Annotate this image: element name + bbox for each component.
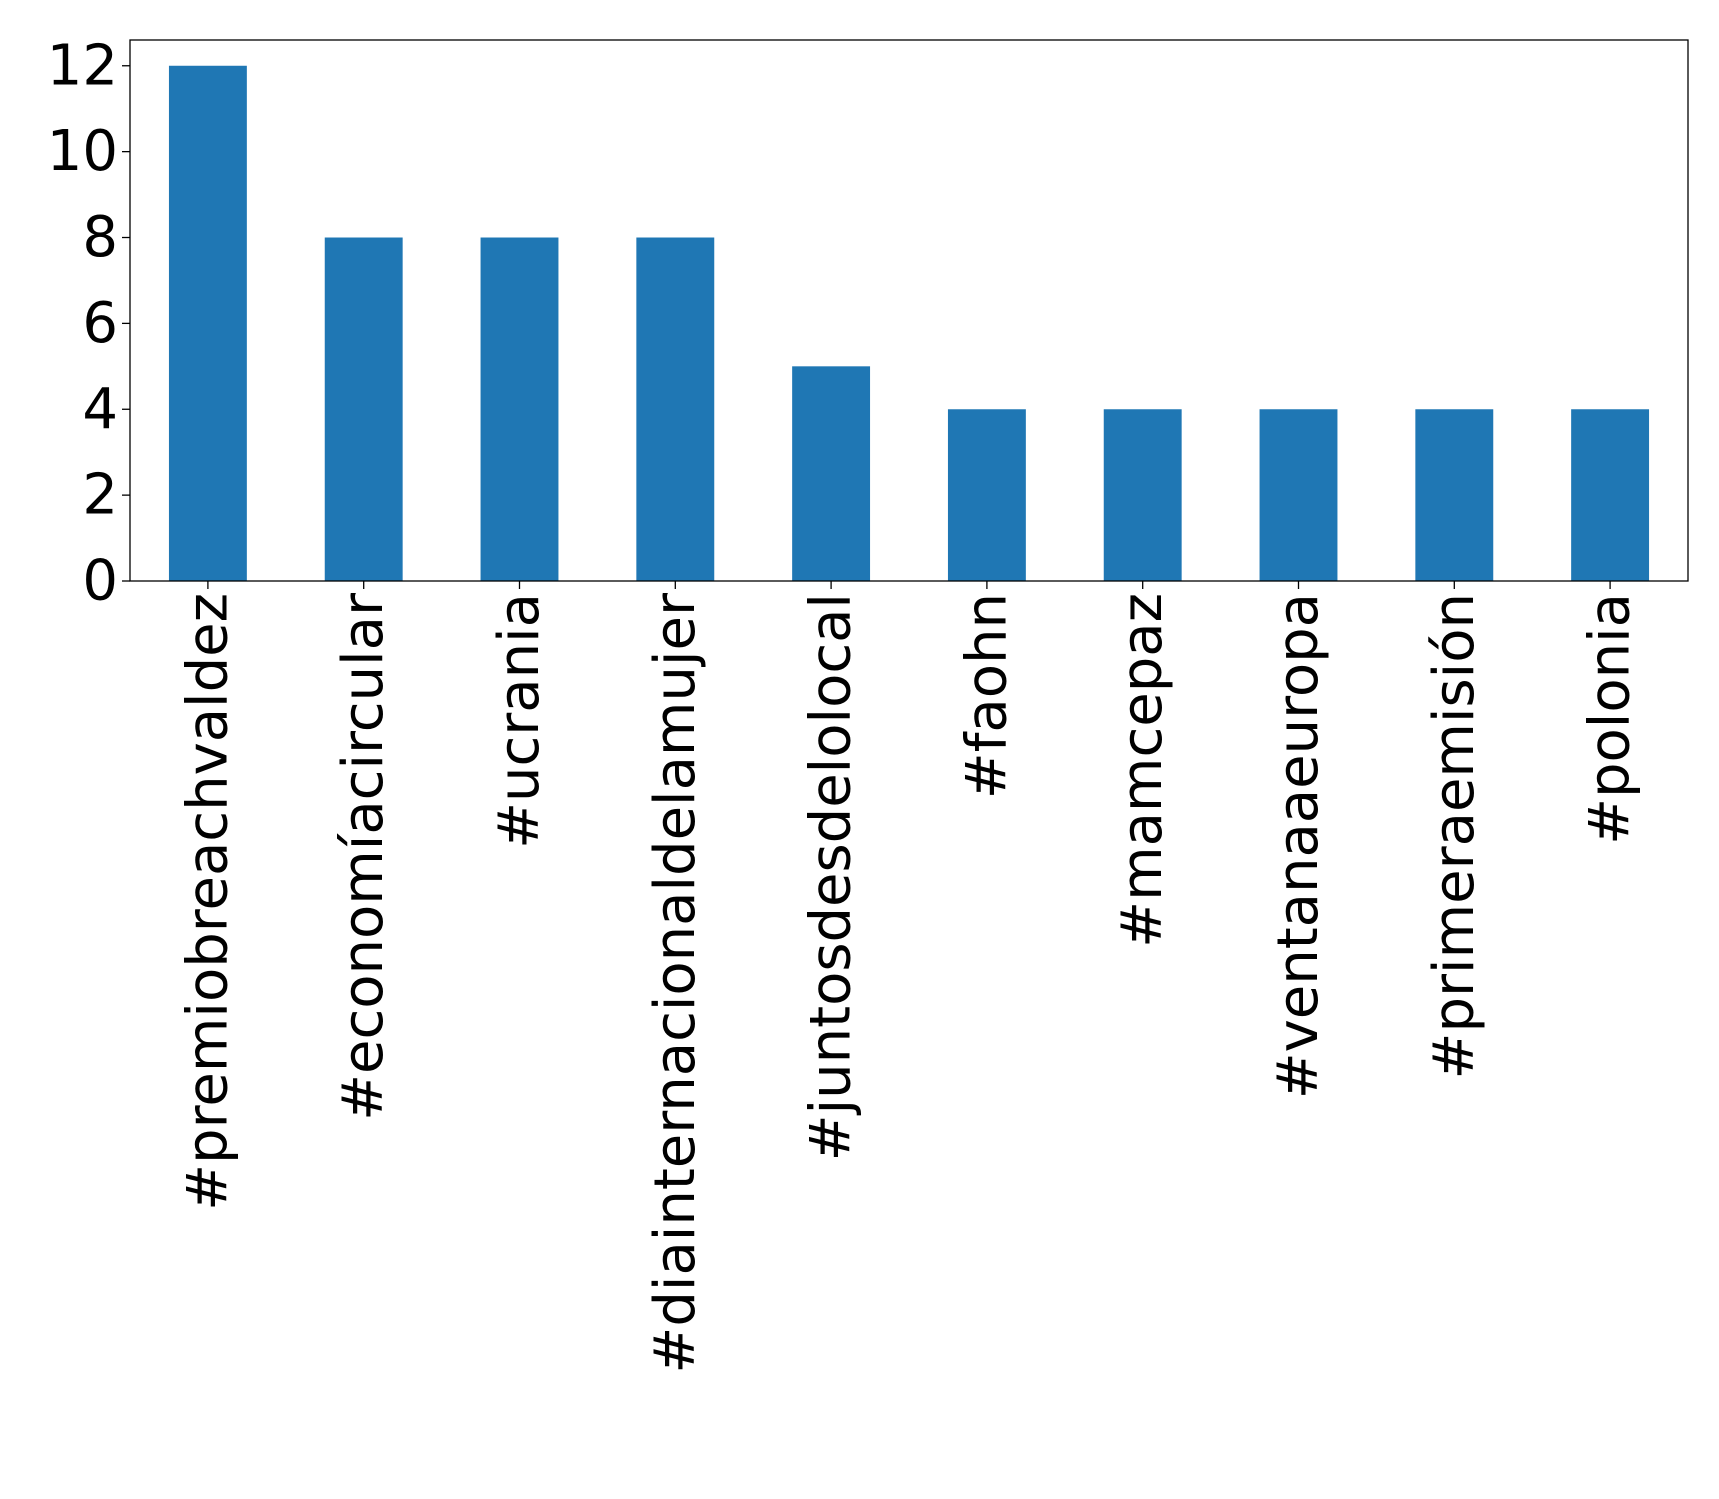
- x-axis: #premiobreachvaldez #economíacircular #ucr…: [175, 581, 1643, 1374]
- x-tick-label-5: #faohn: [954, 593, 1019, 799]
- bar-6: [1103, 409, 1182, 581]
- x-tick-label-2: #ucrania: [487, 593, 552, 849]
- bar-0: [168, 65, 247, 581]
- bar-5: [947, 409, 1026, 581]
- bar-7: [1259, 409, 1338, 581]
- bar-3: [636, 237, 715, 581]
- bar-4: [792, 366, 871, 581]
- y-tick-label-1: 2: [82, 463, 118, 528]
- x-tick-label-0: #premiobreachvaldez: [175, 593, 240, 1211]
- x-tick-label-4: #juntosdesdelolocal: [799, 593, 864, 1161]
- x-tick-label-7: #ventanaaeuropa: [1266, 593, 1331, 1099]
- plot-frame: [129, 39, 1689, 582]
- x-tick-label-3: #diainternacionaldelamujer: [643, 592, 708, 1374]
- bar-9: [1571, 409, 1650, 581]
- x-tick-label-9: #polonia: [1578, 593, 1643, 845]
- x-tick-label-6: #mamcepaz: [1110, 593, 1175, 948]
- bar-8: [1415, 409, 1494, 581]
- x-tick-label-8: #primeraemisión: [1422, 593, 1487, 1079]
- y-tick-label-0: 0: [82, 549, 118, 614]
- y-tick-label-3: 6: [82, 291, 118, 356]
- bar-1: [324, 237, 403, 581]
- y-tick-label-5: 10: [47, 119, 118, 184]
- bar-2: [480, 237, 559, 581]
- y-tick-label-6: 12: [47, 33, 118, 98]
- y-tick-label-2: 4: [82, 377, 118, 442]
- x-tick-label-1: #economíacircular: [331, 592, 396, 1121]
- y-axis: 0 2 4 6 8 10 12: [47, 33, 130, 614]
- y-tick-label-4: 8: [82, 205, 118, 270]
- bars-group: [168, 65, 1650, 581]
